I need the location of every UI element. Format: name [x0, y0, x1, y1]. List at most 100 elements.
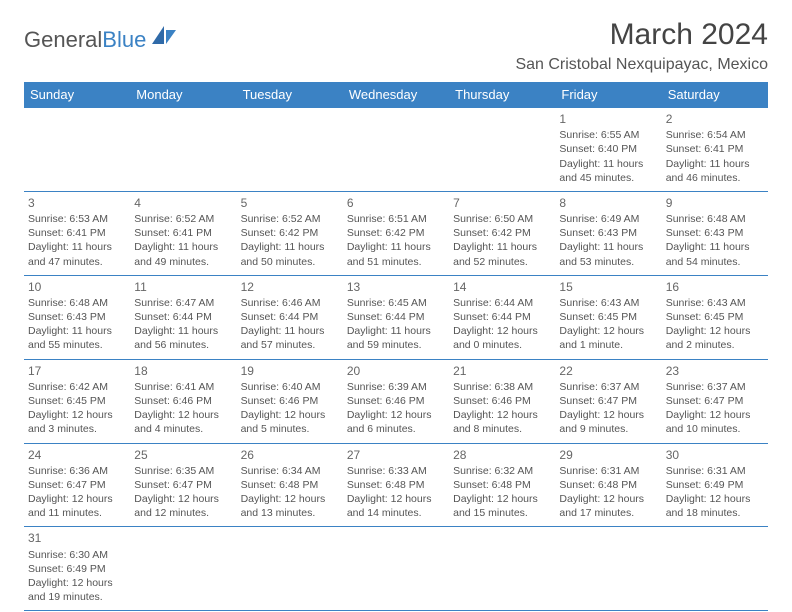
- sunrise-text: Sunrise: 6:38 AM: [453, 380, 551, 394]
- sunset-text: Sunset: 6:46 PM: [241, 394, 339, 408]
- header: GeneralBlue March 2024 San Cristobal Nex…: [24, 18, 768, 74]
- sunset-text: Sunset: 6:46 PM: [453, 394, 551, 408]
- sunrise-text: Sunrise: 6:48 AM: [28, 296, 126, 310]
- day-number: 9: [666, 195, 764, 211]
- weekday-header: Sunday: [24, 82, 130, 108]
- calendar-body: 1Sunrise: 6:55 AMSunset: 6:40 PMDaylight…: [24, 108, 768, 611]
- calendar-cell: [343, 527, 449, 611]
- sunset-text: Sunset: 6:45 PM: [666, 310, 764, 324]
- sunrise-text: Sunrise: 6:33 AM: [347, 464, 445, 478]
- calendar-cell: [449, 108, 555, 192]
- calendar-cell: 27Sunrise: 6:33 AMSunset: 6:48 PMDayligh…: [343, 443, 449, 527]
- day-number: 26: [241, 447, 339, 463]
- day-number: 6: [347, 195, 445, 211]
- sunset-text: Sunset: 6:42 PM: [241, 226, 339, 240]
- sunrise-text: Sunrise: 6:31 AM: [666, 464, 764, 478]
- sunrise-text: Sunrise: 6:31 AM: [559, 464, 657, 478]
- sunset-text: Sunset: 6:43 PM: [28, 310, 126, 324]
- day-number: 8: [559, 195, 657, 211]
- day-number: 15: [559, 279, 657, 295]
- calendar-cell: [555, 527, 661, 611]
- calendar-cell: 29Sunrise: 6:31 AMSunset: 6:48 PMDayligh…: [555, 443, 661, 527]
- day-number: 30: [666, 447, 764, 463]
- day-number: 1: [559, 111, 657, 127]
- sunset-text: Sunset: 6:47 PM: [28, 478, 126, 492]
- sunset-text: Sunset: 6:48 PM: [347, 478, 445, 492]
- daylight-text: Daylight: 12 hours and 15 minutes.: [453, 492, 551, 520]
- sunset-text: Sunset: 6:47 PM: [666, 394, 764, 408]
- sunrise-text: Sunrise: 6:41 AM: [134, 380, 232, 394]
- calendar-cell: 22Sunrise: 6:37 AMSunset: 6:47 PMDayligh…: [555, 359, 661, 443]
- calendar-cell: 18Sunrise: 6:41 AMSunset: 6:46 PMDayligh…: [130, 359, 236, 443]
- day-number: 12: [241, 279, 339, 295]
- day-number: 3: [28, 195, 126, 211]
- sunrise-text: Sunrise: 6:49 AM: [559, 212, 657, 226]
- day-number: 24: [28, 447, 126, 463]
- day-number: 17: [28, 363, 126, 379]
- calendar-cell: 6Sunrise: 6:51 AMSunset: 6:42 PMDaylight…: [343, 191, 449, 275]
- calendar-cell: 28Sunrise: 6:32 AMSunset: 6:48 PMDayligh…: [449, 443, 555, 527]
- calendar-cell: 20Sunrise: 6:39 AMSunset: 6:46 PMDayligh…: [343, 359, 449, 443]
- daylight-text: Daylight: 11 hours and 51 minutes.: [347, 240, 445, 268]
- daylight-text: Daylight: 12 hours and 18 minutes.: [666, 492, 764, 520]
- sunrise-text: Sunrise: 6:50 AM: [453, 212, 551, 226]
- calendar-cell: 10Sunrise: 6:48 AMSunset: 6:43 PMDayligh…: [24, 275, 130, 359]
- calendar-cell: 24Sunrise: 6:36 AMSunset: 6:47 PMDayligh…: [24, 443, 130, 527]
- sunrise-text: Sunrise: 6:30 AM: [28, 548, 126, 562]
- sunset-text: Sunset: 6:47 PM: [559, 394, 657, 408]
- daylight-text: Daylight: 11 hours and 54 minutes.: [666, 240, 764, 268]
- day-number: 10: [28, 279, 126, 295]
- sunset-text: Sunset: 6:45 PM: [559, 310, 657, 324]
- day-number: 5: [241, 195, 339, 211]
- day-number: 4: [134, 195, 232, 211]
- sunset-text: Sunset: 6:47 PM: [134, 478, 232, 492]
- calendar-cell: 17Sunrise: 6:42 AMSunset: 6:45 PMDayligh…: [24, 359, 130, 443]
- sunset-text: Sunset: 6:44 PM: [241, 310, 339, 324]
- sunrise-text: Sunrise: 6:37 AM: [666, 380, 764, 394]
- logo-sail-icon: [150, 24, 178, 52]
- daylight-text: Daylight: 12 hours and 11 minutes.: [28, 492, 126, 520]
- sunset-text: Sunset: 6:42 PM: [347, 226, 445, 240]
- day-number: 21: [453, 363, 551, 379]
- weekday-header-row: Sunday Monday Tuesday Wednesday Thursday…: [24, 82, 768, 108]
- calendar-cell: 16Sunrise: 6:43 AMSunset: 6:45 PMDayligh…: [662, 275, 768, 359]
- sunset-text: Sunset: 6:44 PM: [453, 310, 551, 324]
- day-number: 14: [453, 279, 551, 295]
- daylight-text: Daylight: 12 hours and 0 minutes.: [453, 324, 551, 352]
- daylight-text: Daylight: 11 hours and 55 minutes.: [28, 324, 126, 352]
- day-number: 2: [666, 111, 764, 127]
- daylight-text: Daylight: 12 hours and 19 minutes.: [28, 576, 126, 604]
- sunset-text: Sunset: 6:46 PM: [134, 394, 232, 408]
- daylight-text: Daylight: 11 hours and 47 minutes.: [28, 240, 126, 268]
- sunset-text: Sunset: 6:41 PM: [134, 226, 232, 240]
- calendar-cell: 11Sunrise: 6:47 AMSunset: 6:44 PMDayligh…: [130, 275, 236, 359]
- calendar-cell: 2Sunrise: 6:54 AMSunset: 6:41 PMDaylight…: [662, 108, 768, 192]
- daylight-text: Daylight: 12 hours and 14 minutes.: [347, 492, 445, 520]
- sunset-text: Sunset: 6:49 PM: [666, 478, 764, 492]
- calendar-cell: 23Sunrise: 6:37 AMSunset: 6:47 PMDayligh…: [662, 359, 768, 443]
- sunset-text: Sunset: 6:49 PM: [28, 562, 126, 576]
- daylight-text: Daylight: 12 hours and 3 minutes.: [28, 408, 126, 436]
- calendar-cell: [130, 527, 236, 611]
- sunrise-text: Sunrise: 6:48 AM: [666, 212, 764, 226]
- sunrise-text: Sunrise: 6:36 AM: [28, 464, 126, 478]
- sunset-text: Sunset: 6:45 PM: [28, 394, 126, 408]
- calendar-row: 1Sunrise: 6:55 AMSunset: 6:40 PMDaylight…: [24, 108, 768, 192]
- calendar-cell: 7Sunrise: 6:50 AMSunset: 6:42 PMDaylight…: [449, 191, 555, 275]
- sunset-text: Sunset: 6:44 PM: [134, 310, 232, 324]
- sunrise-text: Sunrise: 6:43 AM: [559, 296, 657, 310]
- calendar-row: 24Sunrise: 6:36 AMSunset: 6:47 PMDayligh…: [24, 443, 768, 527]
- sunrise-text: Sunrise: 6:37 AM: [559, 380, 657, 394]
- calendar-row: 10Sunrise: 6:48 AMSunset: 6:43 PMDayligh…: [24, 275, 768, 359]
- calendar-cell: 3Sunrise: 6:53 AMSunset: 6:41 PMDaylight…: [24, 191, 130, 275]
- calendar-cell: 8Sunrise: 6:49 AMSunset: 6:43 PMDaylight…: [555, 191, 661, 275]
- daylight-text: Daylight: 11 hours and 59 minutes.: [347, 324, 445, 352]
- calendar-cell: 14Sunrise: 6:44 AMSunset: 6:44 PMDayligh…: [449, 275, 555, 359]
- daylight-text: Daylight: 11 hours and 53 minutes.: [559, 240, 657, 268]
- day-number: 18: [134, 363, 232, 379]
- sunset-text: Sunset: 6:40 PM: [559, 142, 657, 156]
- calendar-cell: 9Sunrise: 6:48 AMSunset: 6:43 PMDaylight…: [662, 191, 768, 275]
- sunrise-text: Sunrise: 6:35 AM: [134, 464, 232, 478]
- day-number: 13: [347, 279, 445, 295]
- sunrise-text: Sunrise: 6:39 AM: [347, 380, 445, 394]
